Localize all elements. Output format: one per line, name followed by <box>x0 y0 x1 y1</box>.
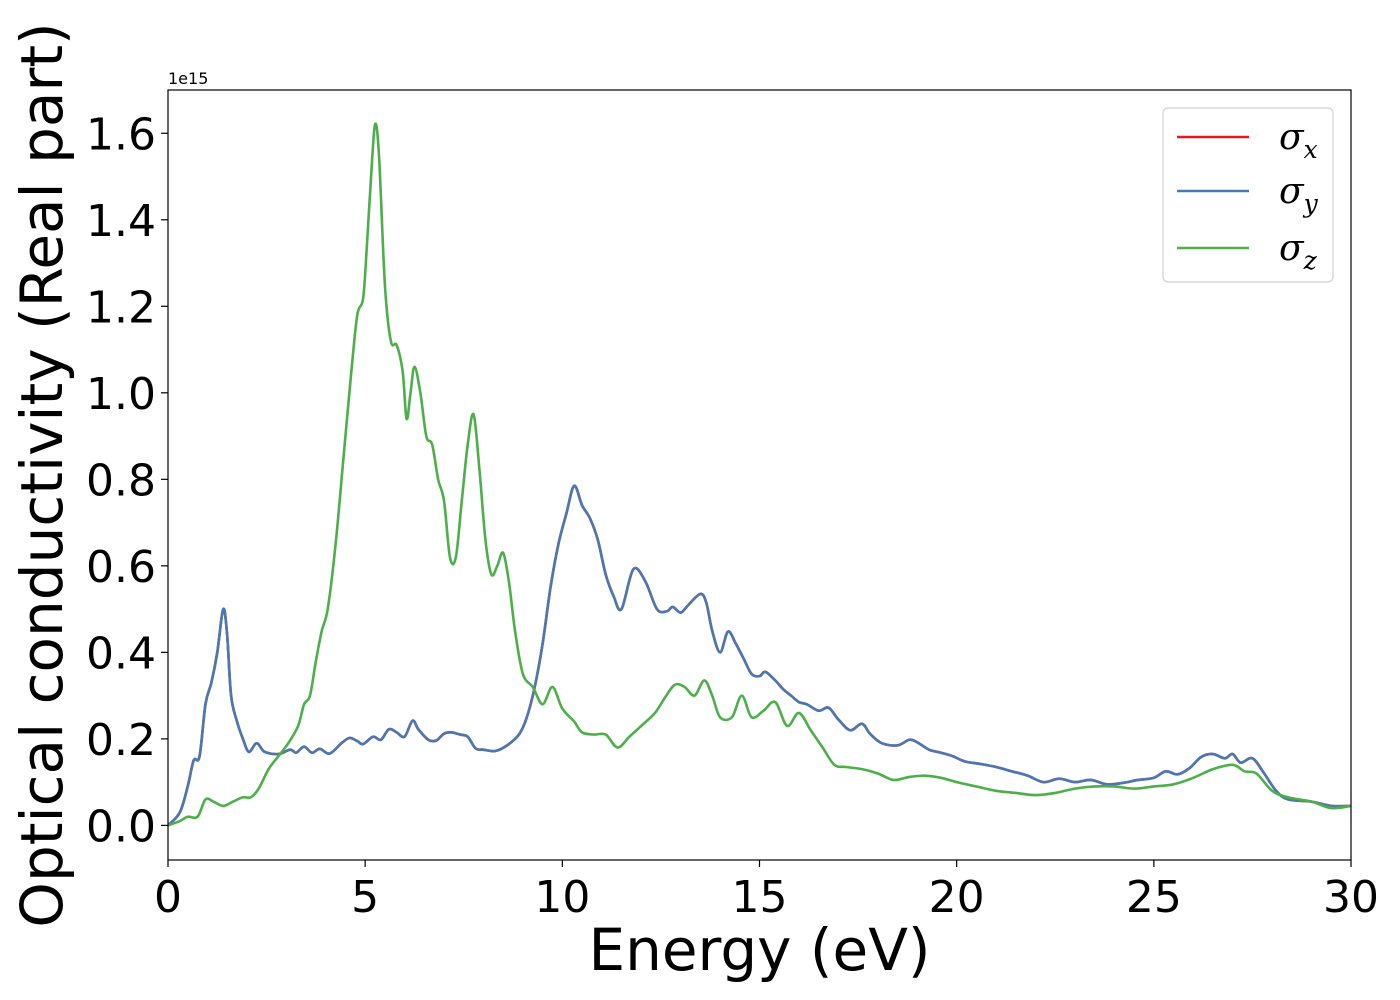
legend-box <box>1162 107 1334 283</box>
y-axis-title: Optical conductivity (Real part) <box>8 22 76 927</box>
y-tick-label: 0.4 <box>86 628 156 679</box>
x-tick-label: 5 <box>351 872 379 923</box>
x-tick-label: 15 <box>732 872 788 923</box>
x-tick-label: 30 <box>1323 872 1379 923</box>
y-axis: 0.0 0.2 0.4 0.6 0.8 1.0 1.2 1.4 1.6 <box>86 109 168 852</box>
legend-label-sigma-y: σy <box>1279 171 1319 218</box>
y-tick-label: 1.2 <box>86 282 156 333</box>
y-tick-label: 1.0 <box>86 369 156 420</box>
legend-label-subscript: y <box>1303 189 1319 218</box>
y-axis-offset-text: 1e15 <box>168 69 208 88</box>
y-tick-label: 1.4 <box>86 196 156 247</box>
y-tick-label: 1.6 <box>86 109 156 160</box>
series-line-sigma-z <box>168 122 1351 827</box>
x-tick-label: 0 <box>154 872 182 923</box>
series-layer <box>168 122 1351 827</box>
y-tick-label: 0.2 <box>86 715 156 766</box>
y-tick-label: 0.6 <box>86 542 156 593</box>
y-tick-label: 0.0 <box>86 801 156 852</box>
x-axis: 0 5 10 15 20 25 30 <box>154 860 1379 923</box>
series-line-sigma-y <box>168 484 1351 827</box>
x-tick-label: 20 <box>929 872 985 923</box>
legend-label-subscript: x <box>1304 135 1318 164</box>
x-tick-label: 25 <box>1126 872 1182 923</box>
x-axis-title: Energy (eV) <box>588 916 930 984</box>
x-tick-label: 10 <box>534 872 590 923</box>
legend-label-subscript: z <box>1303 246 1318 275</box>
y-tick-label: 0.8 <box>86 455 156 506</box>
